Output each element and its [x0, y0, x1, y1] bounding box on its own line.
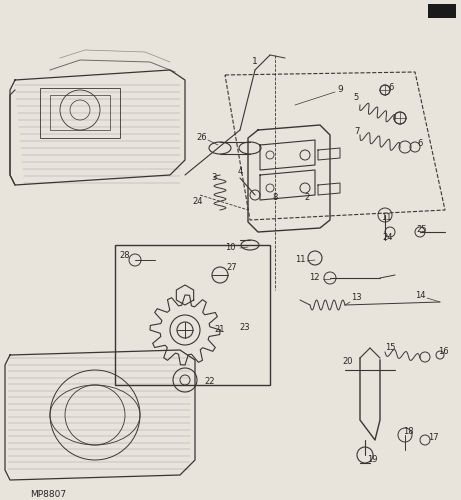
Text: 24: 24: [383, 232, 393, 241]
Text: 11: 11: [381, 214, 391, 222]
Bar: [115, 245, 270, 385]
Text: 24: 24: [193, 198, 203, 206]
Text: 21: 21: [215, 326, 225, 334]
Text: 6: 6: [388, 82, 394, 92]
Text: 20: 20: [343, 358, 353, 366]
Bar: [428, 4, 456, 18]
Text: 2: 2: [304, 194, 310, 202]
Text: 6: 6: [417, 140, 423, 148]
Text: 27: 27: [227, 264, 237, 272]
Text: 7: 7: [355, 128, 360, 136]
Text: 16: 16: [437, 348, 448, 356]
Text: 4: 4: [237, 168, 242, 176]
Text: 3: 3: [211, 172, 217, 182]
Text: 11: 11: [295, 256, 305, 264]
Text: 14: 14: [415, 290, 425, 300]
Text: 23: 23: [240, 324, 250, 332]
Text: 26: 26: [197, 134, 207, 142]
Text: 8: 8: [272, 194, 278, 202]
Text: 10: 10: [225, 242, 235, 252]
Bar: [40, 88, 120, 138]
Text: 25: 25: [417, 226, 427, 234]
Text: 17: 17: [428, 434, 438, 442]
Text: 18: 18: [403, 428, 414, 436]
Text: MP8807: MP8807: [30, 490, 66, 499]
Text: 9: 9: [337, 86, 343, 94]
Text: 28: 28: [120, 252, 130, 260]
Text: 15: 15: [385, 344, 395, 352]
Text: 19: 19: [367, 454, 377, 464]
Bar: [50, 95, 110, 130]
Text: 12: 12: [309, 274, 319, 282]
Text: 1: 1: [252, 58, 258, 66]
Text: 22: 22: [205, 378, 215, 386]
Text: 5: 5: [354, 94, 359, 102]
Text: 13: 13: [351, 294, 361, 302]
